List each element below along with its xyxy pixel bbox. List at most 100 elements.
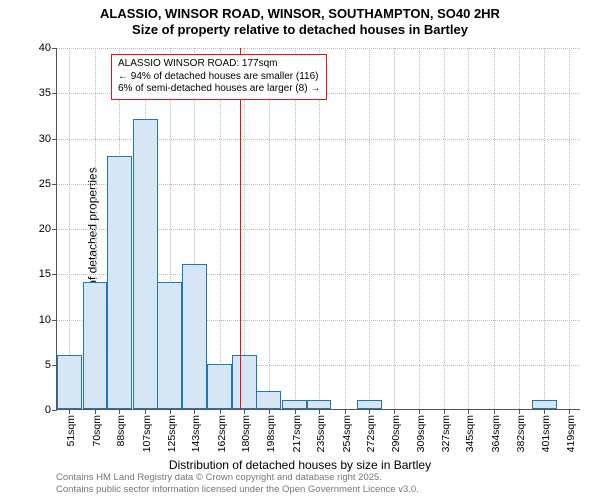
ytick-label: 35 [39,87,51,99]
xtick-mark [220,409,221,414]
gridline-v [220,48,221,409]
xtick-label: 327sqm [440,415,452,452]
gridline-v [494,48,495,409]
gridline-v [394,48,395,409]
chart-title: ALASSIO, WINSOR ROAD, WINSOR, SOUTHAMPTO… [0,6,600,39]
xtick-label: 107sqm [141,415,153,452]
plot-area: 051015202530354051sqm70sqm88sqm107sqm125… [56,48,580,410]
xtick-mark [194,409,195,414]
xtick-mark [269,409,270,414]
histogram-bar [133,119,158,409]
xtick-label: 70sqm [91,415,103,447]
footer-line-1: Contains HM Land Registry data © Crown c… [56,472,419,484]
histogram-bar [107,156,132,409]
xtick-label: 309sqm [415,415,427,452]
histogram-bar [232,355,257,409]
xtick-label: 290sqm [390,415,402,452]
xtick-mark [319,409,320,414]
histogram-bar [256,391,281,409]
ytick-mark [52,184,57,185]
xtick-label: 88sqm [115,415,127,447]
xtick-mark [544,409,545,414]
xtick-mark [569,409,570,414]
gridline-v [519,48,520,409]
x-axis-label: Distribution of detached houses by size … [0,458,600,472]
xtick-mark [468,409,469,414]
xtick-mark [69,409,70,414]
gridline-v [419,48,420,409]
xtick-label: 143sqm [190,415,202,452]
ytick-label: 30 [39,133,51,145]
gridline-v [319,48,320,409]
xtick-mark [119,409,120,414]
ytick-label: 10 [39,314,51,326]
xtick-label: 419sqm [565,415,577,452]
xtick-label: 382sqm [515,415,527,452]
gridline-v [444,48,445,409]
xtick-label: 401sqm [540,415,552,452]
footer-note: Contains HM Land Registry data © Crown c… [56,472,419,496]
xtick-mark [419,409,420,414]
xtick-mark [369,409,370,414]
xtick-mark [145,409,146,414]
gridline-v [369,48,370,409]
annotation-box: ALASSIO WINSOR ROAD: 177sqm← 94% of deta… [111,54,327,100]
ytick-mark [52,139,57,140]
xtick-mark [345,409,346,414]
xtick-label: 180sqm [240,415,252,452]
xtick-mark [170,409,171,414]
xtick-label: 125sqm [166,415,178,452]
title-line-2: Size of property relative to detached ho… [0,22,600,38]
xtick-mark [95,409,96,414]
marker-line [240,48,241,409]
ytick-label: 40 [39,42,51,54]
ytick-mark [52,320,57,321]
ytick-label: 5 [45,359,51,371]
xtick-label: 345sqm [464,415,476,452]
annotation-line-3: 6% of semi-detached houses are larger (8… [118,83,320,96]
xtick-label: 364sqm [490,415,502,452]
xtick-label: 272sqm [365,415,377,452]
ytick-label: 15 [39,268,51,280]
histogram-bar [207,364,232,409]
xtick-label: 217sqm [291,415,303,452]
xtick-mark [519,409,520,414]
annotation-line-2: ← 94% of detached houses are smaller (11… [118,71,320,84]
histogram-bar [182,264,207,409]
ytick-mark [52,229,57,230]
footer-line-2: Contains public sector information licen… [56,484,419,496]
histogram-bar [83,282,108,409]
xtick-label: 51sqm [65,415,77,447]
ytick-mark [52,274,57,275]
xtick-label: 162sqm [216,415,228,452]
gridline-v [269,48,270,409]
histogram-bar [282,400,307,409]
gridline-v [569,48,570,409]
ytick-label: 0 [45,404,51,416]
xtick-label: 254sqm [341,415,353,452]
ytick-label: 20 [39,223,51,235]
xtick-mark [494,409,495,414]
xtick-mark [394,409,395,414]
gridline-v [345,48,346,409]
gridline-v [468,48,469,409]
xtick-label: 235sqm [315,415,327,452]
ytick-mark [52,410,57,411]
xtick-mark [295,409,296,414]
gridline-v [295,48,296,409]
histogram-bar [157,282,182,409]
xtick-mark [244,409,245,414]
gridline-v [544,48,545,409]
title-line-1: ALASSIO, WINSOR ROAD, WINSOR, SOUTHAMPTO… [0,6,600,22]
xtick-mark [444,409,445,414]
histogram-bar [307,400,332,409]
xtick-label: 198sqm [265,415,277,452]
chart-container: ALASSIO, WINSOR ROAD, WINSOR, SOUTHAMPTO… [0,0,600,500]
histogram-bar [357,400,382,409]
annotation-line-1: ALASSIO WINSOR ROAD: 177sqm [118,58,320,71]
ytick-mark [52,48,57,49]
histogram-bar [532,400,557,409]
histogram-bar [57,355,82,409]
ytick-label: 25 [39,178,51,190]
ytick-mark [52,93,57,94]
